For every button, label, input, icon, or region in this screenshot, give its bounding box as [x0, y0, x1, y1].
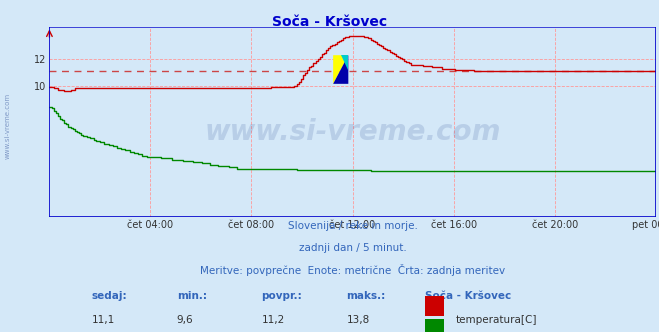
Text: 9,6: 9,6 — [177, 315, 193, 325]
Text: Slovenija / reke in morje.: Slovenija / reke in morje. — [287, 221, 418, 231]
Text: 11,2: 11,2 — [262, 315, 285, 325]
Text: maks.:: maks.: — [347, 291, 386, 301]
Text: sedaj:: sedaj: — [92, 291, 127, 301]
Text: 11,1: 11,1 — [92, 315, 115, 325]
Text: min.:: min.: — [177, 291, 207, 301]
Polygon shape — [341, 55, 349, 69]
Text: povpr.:: povpr.: — [262, 291, 302, 301]
Text: 13,8: 13,8 — [347, 315, 370, 325]
Bar — [425, 296, 444, 316]
Text: Meritve: povprečne  Enote: metrične  Črta: zadnja meritev: Meritve: povprečne Enote: metrične Črta:… — [200, 264, 505, 277]
Text: temperatura[C]: temperatura[C] — [455, 315, 537, 325]
Text: www.si-vreme.com: www.si-vreme.com — [204, 118, 501, 145]
Text: Soča - Kršovec: Soča - Kršovec — [272, 15, 387, 29]
Text: zadnji dan / 5 minut.: zadnji dan / 5 minut. — [299, 243, 407, 253]
Polygon shape — [333, 55, 349, 84]
Polygon shape — [333, 55, 349, 84]
Bar — [425, 319, 444, 332]
Text: Soča - Kršovec: Soča - Kršovec — [425, 291, 511, 301]
Text: www.si-vreme.com: www.si-vreme.com — [5, 93, 11, 159]
